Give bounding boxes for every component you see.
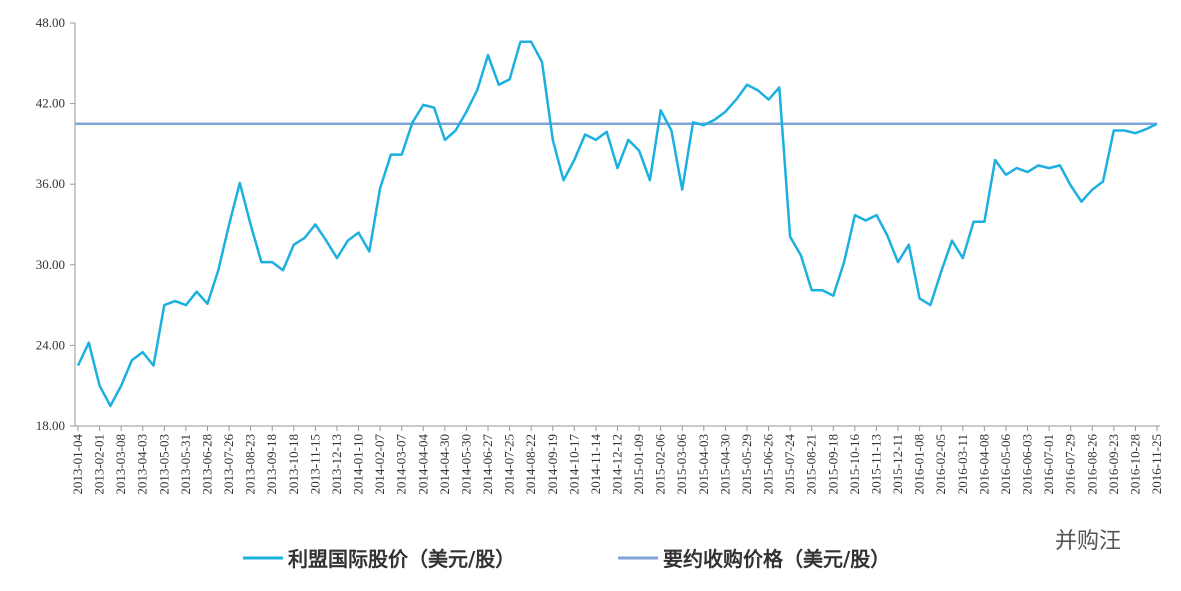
price-line (76, 40, 1158, 408)
x-tick-label: 2016-07-01 (1041, 434, 1056, 495)
x-tick-label: 2016-02-05 (933, 434, 948, 495)
x-tick-label: 2016-09-23 (1106, 434, 1121, 495)
x-tick-label: 2013-04-03 (135, 434, 150, 495)
x-tick-label: 2016-01-08 (912, 434, 927, 495)
x-tick-label: 2014-06-27 (480, 434, 495, 495)
x-tick-label: 2014-04-30 (437, 434, 452, 495)
x-tick-label: 2015-12-11 (890, 434, 905, 494)
x-tick-label: 2013-10-18 (286, 434, 301, 495)
x-tick-label: 2013-02-01 (92, 434, 107, 495)
x-tick-label: 2015-01-09 (631, 434, 646, 495)
x-tick-label: 2013-08-23 (243, 434, 258, 495)
y-tick-label: 30.00 (36, 257, 65, 272)
x-tick-label: 2013-05-03 (156, 434, 171, 495)
y-tick-label: 48.00 (36, 15, 65, 30)
legend-label: 利盟国际股价（美元/股） (288, 547, 515, 571)
x-tick-label: 2015-10-16 (847, 434, 862, 495)
x-tick-label: 2016-08-26 (1084, 434, 1099, 495)
x-tick-label: 2016-04-08 (976, 434, 991, 495)
y-tick-label: 24.00 (36, 337, 65, 352)
x-tick-label: 2014-10-17 (566, 434, 581, 495)
x-tick-label: 2013-11-15 (307, 434, 322, 494)
x-tick-label: 2015-08-21 (804, 434, 819, 495)
x-tick-label: 2013-05-31 (178, 434, 193, 495)
x-tick-label: 2015-09-18 (825, 434, 840, 495)
x-tick-label: 2014-12-12 (610, 434, 625, 495)
watermark: 并购汪 (1055, 529, 1121, 554)
y-tick-label: 42.00 (36, 96, 65, 111)
x-tick-label: 2015-02-06 (653, 434, 668, 495)
legend-label: 要约收购价格（美元/股） (663, 547, 890, 571)
x-tick-label: 2013-12-13 (329, 434, 344, 495)
x-tick-label: 2014-03-07 (394, 434, 409, 495)
x-tick-label: 2014-11-14 (588, 434, 603, 495)
x-tick-label: 2016-03-11 (955, 434, 970, 494)
x-tick-label: 2015-06-26 (761, 434, 776, 495)
x-tick-label: 2015-04-30 (717, 434, 732, 495)
x-tick-label: 2014-08-22 (523, 434, 538, 495)
x-tick-label: 2014-01-10 (351, 434, 366, 495)
x-tick-label: 2013-01-04 (70, 434, 85, 495)
x-tick-label: 2014-02-07 (372, 434, 387, 495)
x-tick-label: 2014-05-30 (458, 434, 473, 495)
x-tick-label: 2016-06-03 (1020, 434, 1035, 495)
x-tick-label: 2015-03-06 (674, 434, 689, 495)
x-tick-label: 2014-07-25 (502, 434, 517, 495)
x-tick-label: 2013-09-18 (264, 434, 279, 495)
x-tick-label: 2013-07-26 (221, 434, 236, 495)
x-tick-label: 2015-11-13 (868, 434, 883, 494)
x-tick-label: 2013-06-28 (199, 434, 214, 495)
x-tick-label: 2014-09-19 (545, 434, 560, 495)
x-tick-label: 2015-05-29 (739, 434, 754, 495)
x-tick-label: 2016-05-06 (998, 434, 1013, 495)
y-tick-label: 18.00 (36, 418, 65, 433)
x-tick-label: 2013-03-08 (113, 434, 128, 495)
x-tick-label: 2015-04-03 (696, 434, 711, 495)
x-tick-label: 2014-04-04 (415, 434, 430, 495)
x-tick-label: 2016-10-28 (1127, 434, 1142, 495)
x-tick-label: 2016-11-25 (1149, 434, 1164, 494)
x-tick-label: 2016-07-29 (1063, 434, 1078, 495)
x-tick-label: 2015-07-24 (782, 434, 797, 495)
y-tick-label: 36.00 (36, 176, 65, 191)
